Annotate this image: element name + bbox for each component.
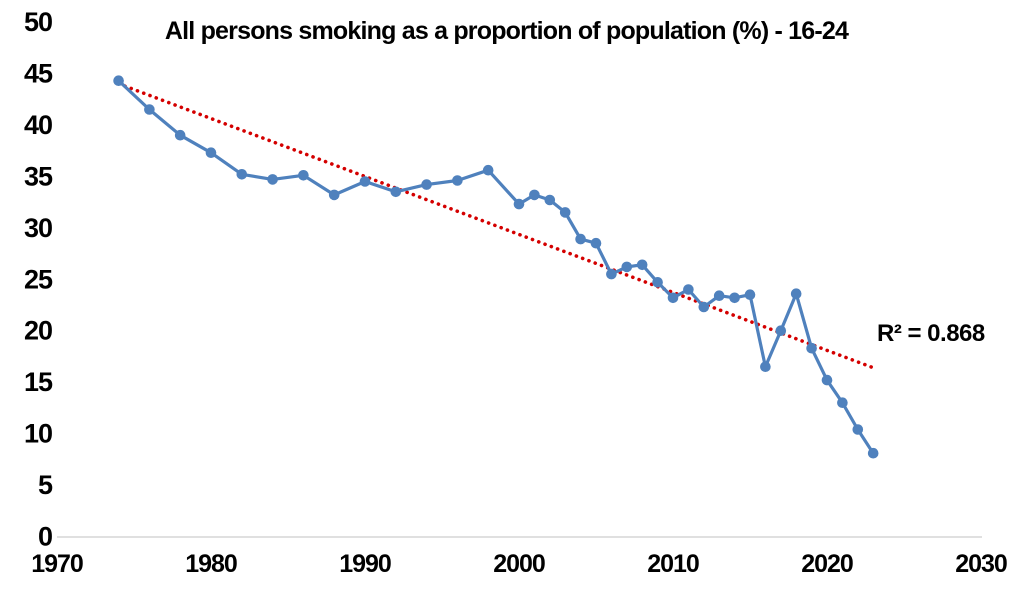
y-axis-tick-label-20: 20	[24, 316, 52, 346]
x-axis-tick-label-2010: 2010	[647, 550, 699, 578]
data-point-2006	[606, 268, 617, 280]
x-axis-tick-label-1990: 1990	[339, 550, 391, 578]
data-point-2000	[513, 198, 525, 210]
y-axis-tick-label-10: 10	[24, 419, 52, 449]
data-point-1990	[359, 176, 371, 187]
y-axis-tick-label-15: 15	[24, 367, 53, 397]
data-point-2012	[698, 301, 710, 313]
data-point-2014	[729, 292, 740, 304]
y-axis-tick-label-30: 30	[24, 213, 52, 243]
data-point-2007	[621, 261, 633, 273]
data-point-1982	[236, 169, 248, 180]
data-point-2009	[652, 277, 663, 288]
data-point-2004	[575, 233, 586, 245]
series-line	[116, 79, 875, 455]
data-point-2021	[837, 397, 848, 409]
data-point-2002	[544, 194, 556, 206]
data-point-1992	[390, 186, 402, 198]
y-axis-tick-label-25: 25	[24, 264, 53, 294]
x-axis-tick-label-2030: 2030	[955, 550, 1007, 578]
data-point-2011	[683, 284, 694, 295]
data-point-2001	[529, 189, 540, 201]
data-point-2020	[821, 374, 833, 386]
data-point-1978	[174, 129, 186, 141]
data-point-2010	[667, 292, 679, 304]
x-axis-tick-label-1970: 1970	[31, 550, 83, 578]
data-point-2008	[636, 259, 648, 271]
data-point-2022	[852, 424, 864, 435]
data-point-1980	[205, 147, 217, 158]
data-point-1994	[421, 179, 432, 190]
data-point-1996	[452, 175, 463, 186]
data-point-2015	[744, 289, 756, 301]
data-point-2019	[806, 342, 817, 354]
data-point-2018	[790, 288, 802, 300]
data-point-1986	[298, 170, 309, 181]
y-axis-tick-label-35: 35	[24, 161, 53, 191]
data-point-1988	[328, 189, 340, 201]
y-axis-tick-label-40: 40	[24, 110, 52, 140]
y-axis-tick-label-50: 50	[24, 7, 52, 37]
data-point-1976	[144, 104, 155, 115]
data-point-1984	[267, 174, 278, 185]
data-point-2003	[559, 207, 571, 218]
chart-title: All persons smoking as a proportion of p…	[164, 17, 849, 45]
x-axis-tick-label-1980: 1980	[185, 550, 237, 578]
data-point-2023	[867, 447, 879, 459]
data-point-1998	[482, 164, 494, 176]
x-axis-tick-label-2000: 2000	[493, 550, 545, 578]
data-point-2013	[713, 290, 725, 302]
data-point-2016	[760, 361, 771, 373]
y-axis-tick-label-5: 5	[38, 470, 53, 500]
data-point-1974	[113, 75, 124, 86]
data-point-2005	[590, 237, 602, 249]
x-axis-tick-label-2020: 2020	[801, 550, 853, 578]
r-squared-label: R² = 0.868	[877, 320, 985, 347]
y-axis-tick-label-0: 0	[38, 522, 52, 552]
y-axis-tick-label-45: 45	[24, 58, 53, 88]
trendline-dotted	[116, 81, 876, 370]
data-point-2017	[775, 325, 787, 337]
